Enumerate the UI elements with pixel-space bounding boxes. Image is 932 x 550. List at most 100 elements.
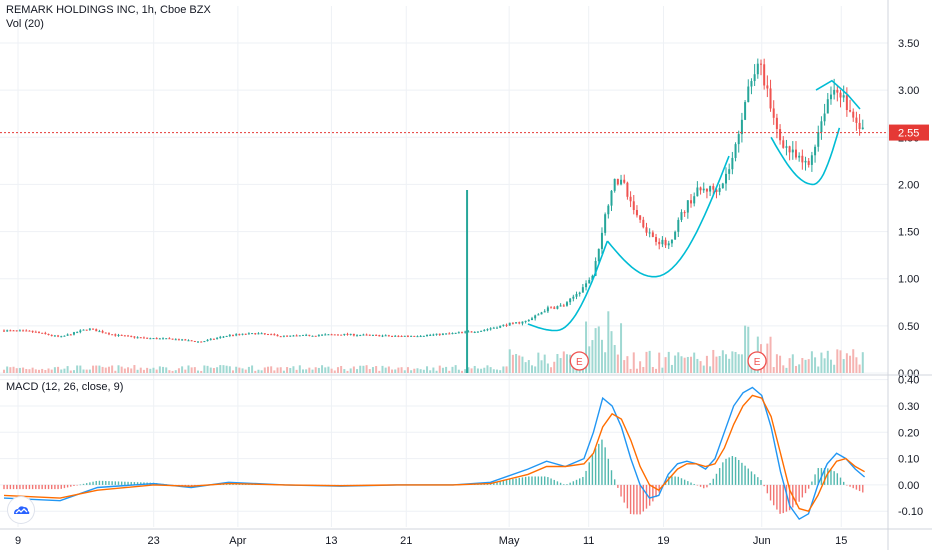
volume-bar <box>648 350 651 373</box>
volume-bar <box>725 354 728 373</box>
candle-body <box>171 338 174 340</box>
candle-body <box>123 335 126 337</box>
histogram-bar <box>44 484 47 490</box>
candle-body <box>527 320 530 322</box>
histogram-bar <box>57 484 59 490</box>
candle-body <box>212 338 215 340</box>
volume-bar <box>158 366 161 373</box>
volume-bar <box>101 366 104 373</box>
volume-bar <box>467 367 470 373</box>
volume-bar <box>709 366 712 373</box>
volume-bar <box>492 369 495 373</box>
histogram-bar <box>92 481 94 485</box>
volume-bar <box>238 367 241 373</box>
volume-bar <box>219 365 222 373</box>
candle-body <box>22 330 25 332</box>
volume-bar <box>295 369 298 373</box>
volume-bar <box>28 369 31 373</box>
candle-body <box>715 189 718 192</box>
candle-body <box>88 328 91 330</box>
volume-bar <box>72 370 75 373</box>
histogram-bar <box>85 483 88 485</box>
candle-body <box>127 335 130 337</box>
candle-body <box>712 186 715 190</box>
macd-tick-label: 0.40 <box>898 375 919 387</box>
histogram-bar <box>642 484 645 512</box>
volume-bar <box>690 356 693 373</box>
histogram-bar <box>798 484 800 502</box>
histogram-bar <box>572 481 575 485</box>
volume-bar <box>63 368 66 373</box>
histogram-bar <box>140 482 142 485</box>
histogram-bar <box>753 474 756 485</box>
histogram-bar <box>623 484 625 503</box>
volume-bar <box>422 369 425 373</box>
volume-bar <box>686 356 689 373</box>
histogram-bar <box>19 484 21 490</box>
symbol-title[interactable]: REMARK HOLDINGS INC, 1h, Cboe BZX <box>6 4 211 16</box>
candle-body <box>107 333 110 335</box>
histogram-bar <box>680 478 683 485</box>
cloud-icon <box>14 506 30 514</box>
volume-bar <box>607 311 610 373</box>
volume-bar <box>92 365 95 373</box>
histogram-bar <box>117 481 120 485</box>
candle-body <box>432 334 435 336</box>
candle-body <box>632 201 635 211</box>
histogram-bar <box>776 484 778 510</box>
histogram-bar <box>41 484 43 490</box>
candle-body <box>149 338 152 340</box>
candle-body <box>219 336 222 338</box>
volume-bar <box>247 366 250 373</box>
volume-legend[interactable]: Vol (20) <box>6 18 44 30</box>
candle-body <box>12 330 15 332</box>
candle-body <box>359 335 362 337</box>
candle-body <box>31 330 34 332</box>
histogram-bar <box>114 481 117 485</box>
histogram-bar <box>668 476 670 485</box>
candle-body <box>674 231 677 240</box>
candle-body <box>613 178 616 191</box>
candle-body <box>387 335 390 337</box>
time-tick-label: 19 <box>657 535 669 547</box>
candle-body <box>747 86 750 103</box>
candle-body <box>82 329 85 331</box>
histogram-bar <box>750 471 753 485</box>
volume-bar <box>674 355 677 373</box>
volume-bar <box>454 365 457 373</box>
tradingview-logo[interactable] <box>8 497 34 523</box>
histogram-bar <box>512 479 514 485</box>
histogram-bar <box>849 484 851 487</box>
candle-body <box>492 327 495 329</box>
histogram-bar <box>509 479 511 485</box>
histogram-bar <box>47 484 50 490</box>
candle-body <box>206 339 209 342</box>
macd-title[interactable]: MACD (12, 26, close, 9) <box>6 381 124 393</box>
volume-bar <box>391 369 394 373</box>
volume-bar <box>333 370 336 373</box>
volume-bar <box>41 368 44 373</box>
histogram-bar <box>130 481 132 485</box>
candle-body <box>464 331 467 333</box>
candle-body <box>305 334 308 336</box>
volume-bar <box>15 368 18 373</box>
volume-bar <box>184 369 187 373</box>
price-candles[interactable] <box>3 58 864 343</box>
candle-body <box>585 283 588 288</box>
candle-body <box>200 341 203 343</box>
volume-bar <box>534 366 537 373</box>
histogram-bar <box>566 484 568 485</box>
candle-body <box>569 298 572 303</box>
histogram-bar <box>617 484 619 488</box>
volume-bar <box>705 355 708 373</box>
histogram-bar <box>22 484 24 490</box>
histogram-bar <box>715 473 718 485</box>
candle-body <box>524 320 527 322</box>
volume-bar <box>257 369 260 373</box>
cup-curve-left <box>527 240 609 332</box>
histogram-bar <box>763 484 765 487</box>
candle-body <box>311 335 314 337</box>
volume-bar <box>820 352 823 373</box>
